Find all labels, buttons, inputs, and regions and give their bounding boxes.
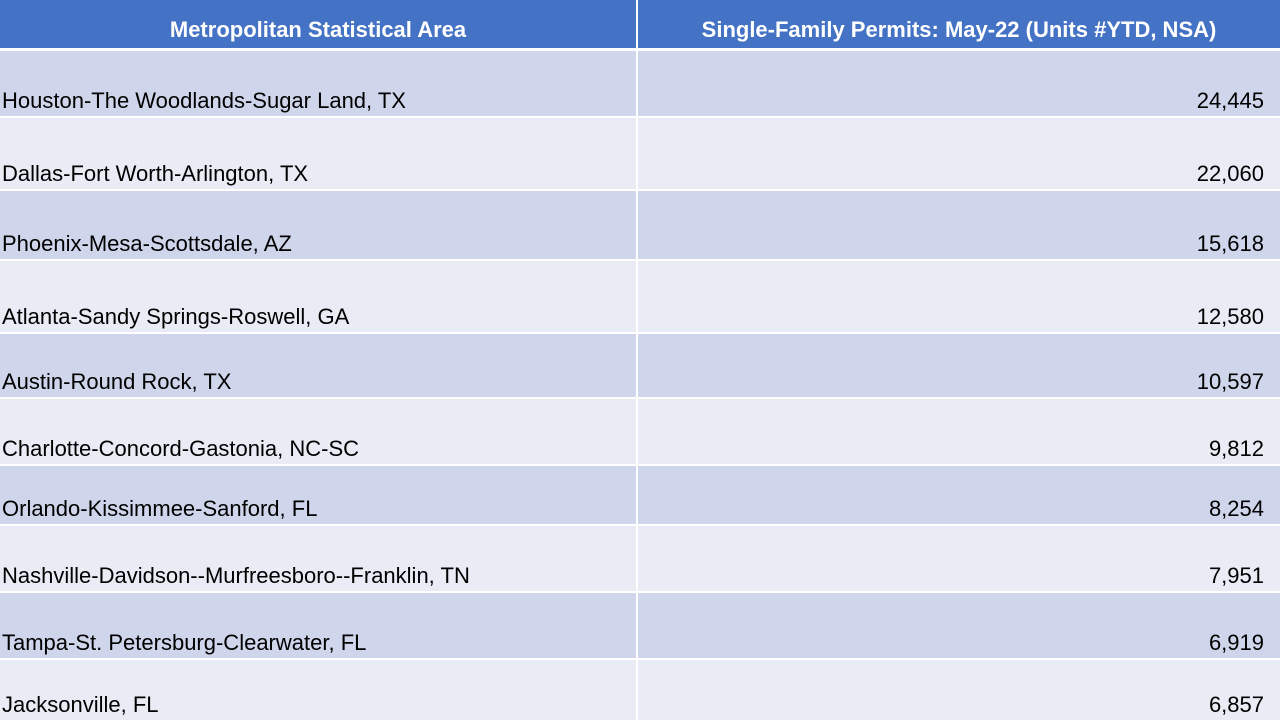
permits-cell: 8,254 xyxy=(1208,496,1264,521)
column-divider xyxy=(636,261,638,332)
column-divider xyxy=(636,334,638,397)
table-row: Orlando-Kissimmee-Sanford, FL 8,254 xyxy=(0,466,1280,524)
column-divider xyxy=(636,118,638,189)
area-cell: Tampa-St. Petersburg-Clearwater, FL xyxy=(2,630,367,655)
column-divider xyxy=(636,526,638,591)
table-row: Atlanta-Sandy Springs-Roswell, GA 12,580 xyxy=(0,261,1280,332)
table-row: Houston-The Woodlands-Sugar Land, TX 24,4… xyxy=(0,51,1280,116)
column-divider xyxy=(636,660,638,720)
column-divider xyxy=(636,593,638,658)
column-divider xyxy=(636,466,638,524)
permits-cell: 9,812 xyxy=(1208,436,1264,461)
permits-cell: 24,445 xyxy=(1196,88,1264,113)
header-permits: Single-Family Permits: May-22 (Units #YT… xyxy=(701,17,1217,42)
area-cell: Jacksonville, FL xyxy=(2,692,159,717)
table-row: Tampa-St. Petersburg-Clearwater, FL 6,919 xyxy=(0,593,1280,658)
permits-cell: 12,580 xyxy=(1196,304,1264,329)
header-area: Metropolitan Statistical Area xyxy=(169,17,467,42)
permits-cell: 22,060 xyxy=(1196,161,1264,186)
table-row: Dallas-Fort Worth-Arlington, TX 22,060 xyxy=(0,118,1280,189)
area-cell: Austin-Round Rock, TX xyxy=(2,369,232,394)
column-divider xyxy=(636,51,638,116)
table-row: Nashville-Davidson--Murfreesboro--Frankl… xyxy=(0,526,1280,591)
header-divider xyxy=(636,0,638,48)
area-cell: Orlando-Kissimmee-Sanford, FL xyxy=(2,496,318,521)
table-row: Austin-Round Rock, TX 10,597 xyxy=(0,334,1280,397)
column-divider xyxy=(636,191,638,259)
area-cell: Dallas-Fort Worth-Arlington, TX xyxy=(2,161,309,186)
column-divider xyxy=(636,399,638,464)
table-row: Jacksonville, FL 6,857 xyxy=(0,660,1280,720)
area-cell: Nashville-Davidson--Murfreesboro--Frankl… xyxy=(2,563,470,588)
permits-cell: 6,857 xyxy=(1208,692,1264,717)
permits-cell: 15,618 xyxy=(1196,231,1264,256)
area-cell: Phoenix-Mesa-Scottsdale, AZ xyxy=(2,231,292,256)
permits-cell: 6,919 xyxy=(1208,630,1264,655)
table-row: Phoenix-Mesa-Scottsdale, AZ 15,618 xyxy=(0,191,1280,259)
area-cell: Houston-The Woodlands-Sugar Land, TX xyxy=(2,88,406,113)
permits-cell: 10,597 xyxy=(1196,369,1264,394)
table-header: Metropolitan Statistical Area Single-Fam… xyxy=(0,0,1280,48)
area-cell: Charlotte-Concord-Gastonia, NC-SC xyxy=(2,436,360,461)
header-rule xyxy=(0,48,1280,51)
area-cell: Atlanta-Sandy Springs-Roswell, GA xyxy=(2,304,350,329)
table-row: Charlotte-Concord-Gastonia, NC-SC 9,812 xyxy=(0,399,1280,464)
permits-cell: 7,951 xyxy=(1208,563,1264,588)
